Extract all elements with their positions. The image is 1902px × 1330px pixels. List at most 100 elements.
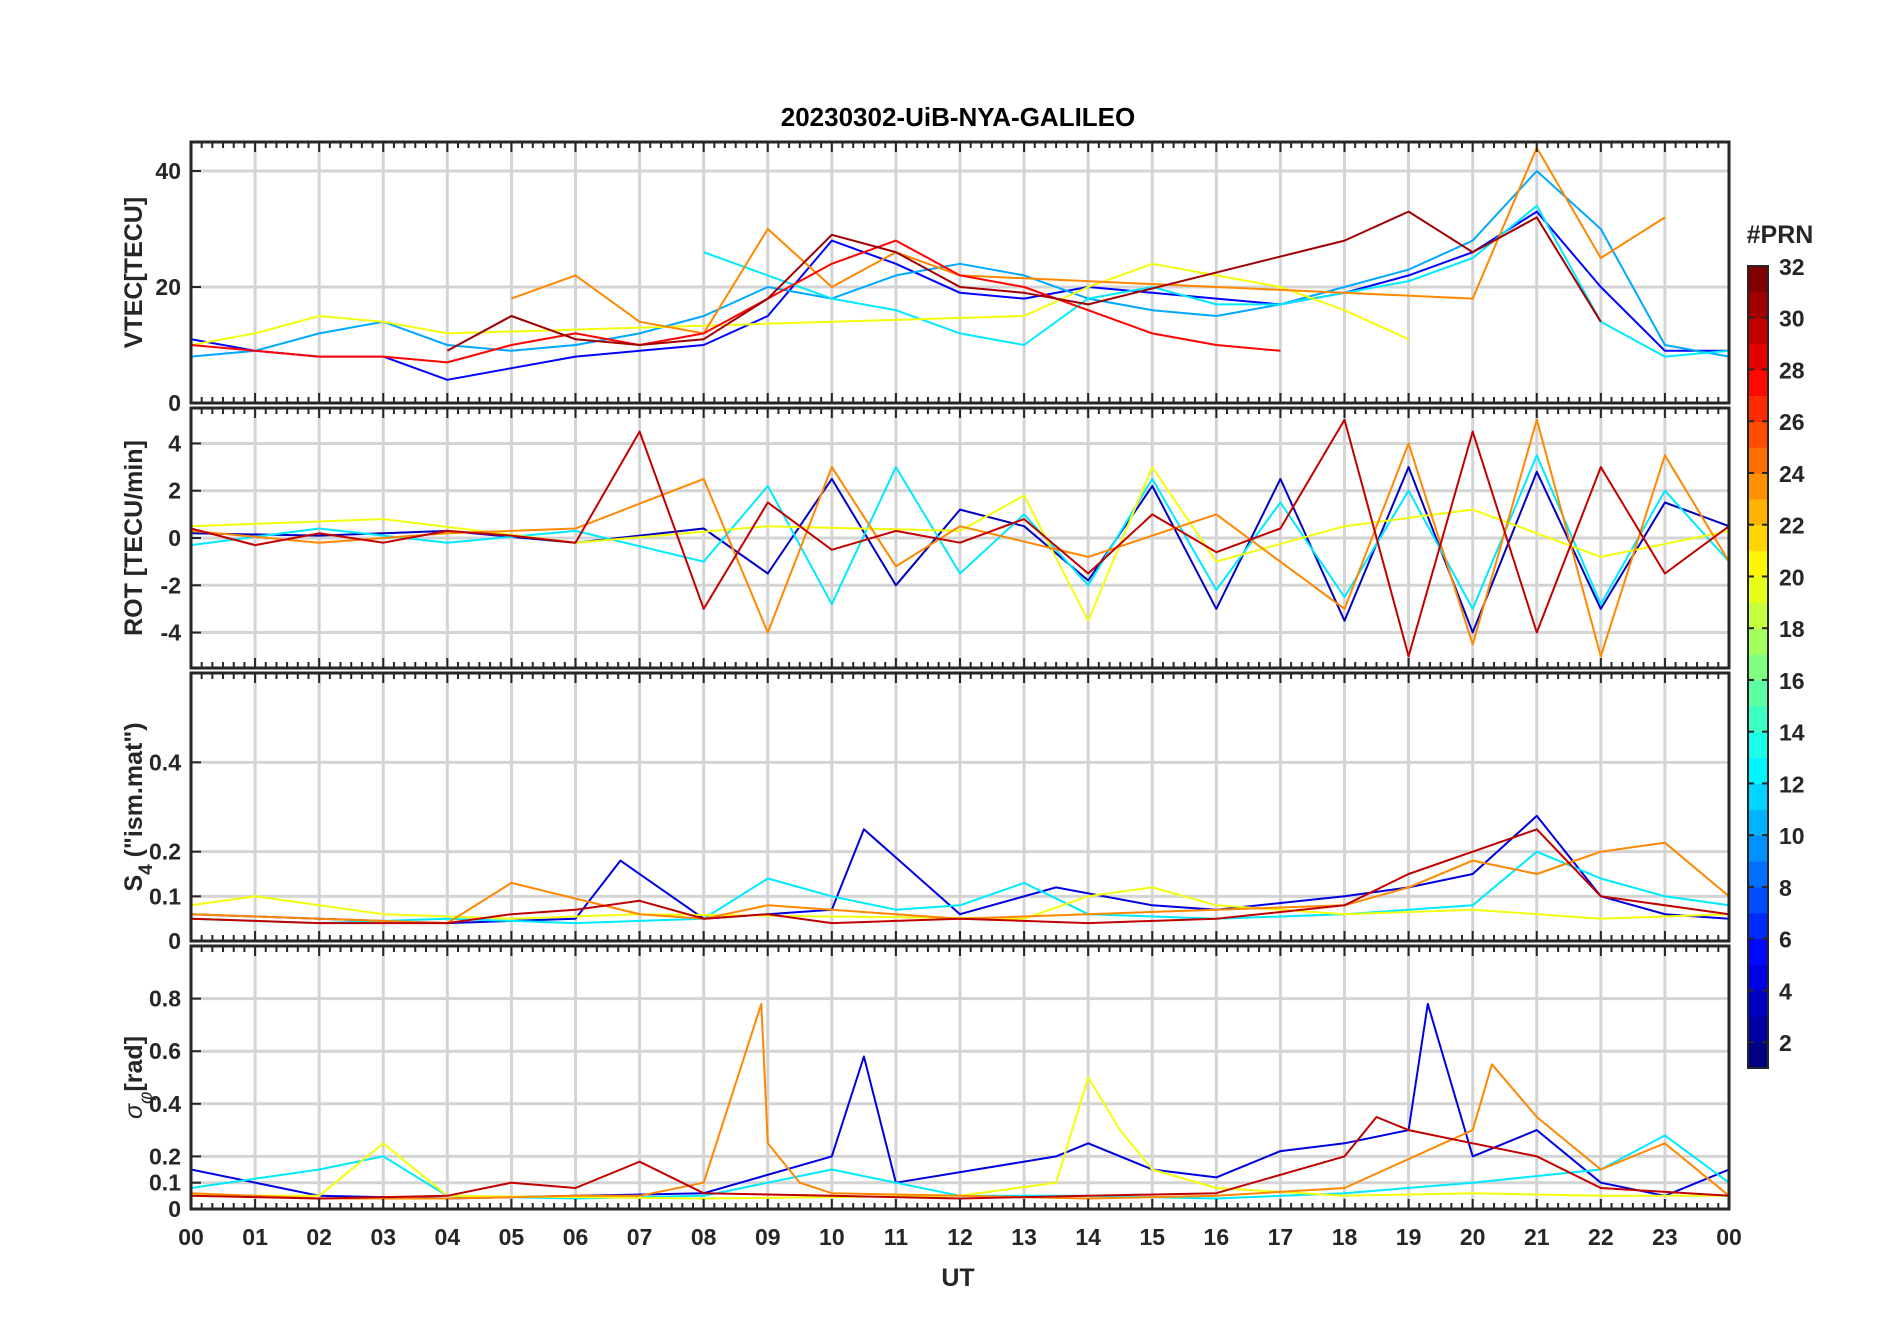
- series-prn-30: [191, 1116, 1729, 1200]
- x-tick-label: 22: [1588, 1224, 1614, 1250]
- colorbar-tick-label: 26: [1779, 409, 1805, 435]
- x-tick-label: 03: [370, 1224, 396, 1250]
- x-tick-label: 10: [819, 1224, 845, 1250]
- colorbar-segment: [1748, 757, 1768, 785]
- colorbar-tick-label: 24: [1779, 461, 1805, 487]
- colorbar-segment: [1748, 964, 1768, 991]
- colorbar-segment: [1748, 861, 1768, 888]
- x-tick-label: 05: [499, 1224, 525, 1250]
- colorbar-segment: [1748, 472, 1768, 500]
- colorbar-segment: [1748, 291, 1768, 319]
- x-tick-label: 15: [1139, 1224, 1165, 1250]
- series-prn-31: [446, 210, 1602, 352]
- y-tick-label: 0.8: [149, 986, 181, 1012]
- x-tick-label: 00: [178, 1224, 204, 1250]
- panel-frame: [189, 671, 1731, 943]
- series-prn-12: [191, 454, 1729, 610]
- y-axis-label: S4 ("ism.mat"): [120, 722, 157, 891]
- series-prn-24: [511, 146, 1666, 335]
- y-tick-label: 0.4: [149, 749, 181, 775]
- colorbar-segment: [1748, 835, 1768, 862]
- colorbar-segment: [1748, 705, 1768, 733]
- colorbar-frame: [1747, 265, 1769, 1069]
- colorbar-tick-label: 14: [1779, 720, 1805, 746]
- x-tick-label: 09: [755, 1224, 781, 1250]
- y-tick-label: 4: [168, 430, 181, 456]
- colorbar-segment: [1748, 447, 1768, 474]
- series-prn-10: [191, 170, 1729, 358]
- x-tick-label: 17: [1268, 1224, 1294, 1250]
- x-tick-label: 13: [1011, 1224, 1037, 1250]
- y-tick-label: 0.2: [149, 1143, 181, 1169]
- colorbar-tick-label: 12: [1779, 771, 1805, 797]
- series-prn-12: [703, 204, 1729, 358]
- colorbar-tick-label: 4: [1779, 978, 1792, 1004]
- colorbar-tick-label: 16: [1779, 668, 1805, 694]
- y-axis-label: ROT [TECU/min]: [120, 440, 148, 636]
- chart-title: 20230302-UiB-NYA-GALILEO: [781, 102, 1136, 132]
- y-tick-label: -4: [161, 620, 182, 646]
- colorbar-segment: [1748, 1042, 1768, 1069]
- colorbar-segment: [1748, 809, 1768, 836]
- series-prn-20: [191, 1076, 1729, 1200]
- x-tick-label: 14: [1075, 1224, 1101, 1250]
- colorbar-segment: [1748, 421, 1768, 448]
- colorbar-tick-label: 2: [1779, 1030, 1792, 1056]
- panel-s4: 0 0.1 0.2 0.4S4 ("ism.mat"): [120, 671, 1731, 954]
- panel-rot: -4 -2 0 2 4 ROT [TECU/min]: [120, 406, 1731, 670]
- colorbar-segment: [1748, 576, 1768, 603]
- colorbar-label: #PRN: [1747, 221, 1814, 249]
- colorbar-tick-label: 18: [1779, 616, 1805, 642]
- colorbar-segment: [1748, 654, 1768, 681]
- x-tick-label: 06: [563, 1224, 589, 1250]
- x-tick-label: 00: [1716, 1224, 1742, 1250]
- x-tick-label: 16: [1204, 1224, 1230, 1250]
- colorbar-tick-label: 28: [1779, 357, 1805, 383]
- colorbar-segment: [1748, 912, 1768, 940]
- x-tick-label: 07: [627, 1224, 653, 1250]
- x-tick-label: 11: [884, 1224, 909, 1250]
- colorbar-segment: [1748, 369, 1768, 396]
- y-tick-label: 0.1: [149, 883, 181, 909]
- colorbar-segment: [1748, 886, 1768, 914]
- series-prn-28: [191, 239, 1281, 364]
- colorbar-segment: [1748, 524, 1768, 552]
- colorbar-segment: [1748, 498, 1768, 526]
- panel-frame: [189, 406, 1731, 670]
- colorbar-segment: [1748, 602, 1768, 629]
- panel-sigma-phi: 00.10.2 0.4 0.6 0.8 σφ[rad]: [120, 944, 1731, 1222]
- colorbar-segment: [1748, 343, 1768, 371]
- series-prn-24: [191, 418, 1729, 658]
- colorbar-segment: [1748, 550, 1768, 578]
- colorbar-segment: [1748, 628, 1768, 655]
- colorbar-segment: [1748, 266, 1768, 293]
- colorbar-segment: [1748, 679, 1768, 707]
- colorbar-segment: [1748, 1016, 1768, 1043]
- series-prn-12: [191, 1134, 1729, 1200]
- colorbar-segment: [1748, 783, 1768, 810]
- panel-frame: [189, 140, 1731, 405]
- x-tick-label: 08: [691, 1224, 717, 1250]
- panel-frame: [189, 944, 1731, 1211]
- y-tick-label: 0.1: [149, 1170, 181, 1196]
- x-tick-label: 04: [435, 1224, 461, 1250]
- x-tick-label: 20: [1460, 1224, 1486, 1250]
- series-prn-30: [191, 828, 1729, 925]
- series-group: [191, 418, 1729, 658]
- series-prn-20: [191, 886, 1729, 920]
- y-axis-label: σφ[rad]: [120, 1036, 157, 1119]
- y-tick-label: -2: [161, 572, 181, 598]
- series-group: [191, 814, 1729, 925]
- y-tick-label: 20: [155, 274, 181, 300]
- panel-vtec: 0 20 40 VTEC[TECU]: [120, 140, 1731, 416]
- y-tick-label: 0: [168, 928, 181, 954]
- x-axis-label: UT: [941, 1264, 974, 1292]
- x-tick-label: 18: [1332, 1224, 1358, 1250]
- series-prn-24: [191, 841, 1729, 925]
- colorbar-segment: [1748, 731, 1768, 759]
- series-prn-24: [191, 1002, 1729, 1200]
- x-tick-label: 01: [242, 1224, 268, 1250]
- colorbar-tick-label: 20: [1779, 564, 1805, 590]
